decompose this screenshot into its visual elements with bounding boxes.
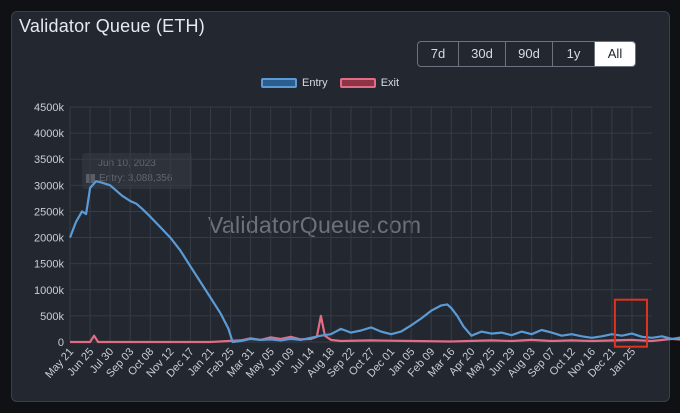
range-90d-button[interactable]: 90d <box>506 42 553 66</box>
y-tick-label: 500k <box>40 311 64 323</box>
tooltip-value-text: Entry: 3,088,356 <box>99 173 173 184</box>
range-1y-button[interactable]: 1y <box>553 42 595 66</box>
legend-exit[interactable]: Exit <box>339 77 400 89</box>
y-tick-label: 3000k <box>34 180 64 192</box>
tooltip-date: Jun 10, 2023 <box>98 158 156 169</box>
series-line-exit <box>70 314 680 344</box>
legend-exit-swatch <box>339 78 376 88</box>
chart-title: Validator Queue (ETH) <box>19 16 205 36</box>
legend-exit-label: Exit <box>380 77 400 89</box>
watermark: ValidatorQueue.com <box>208 212 422 238</box>
chart-card <box>11 11 670 402</box>
y-tick-label: 1000k <box>34 285 64 297</box>
y-tick-label: 4000k <box>34 128 64 140</box>
legend-entry-label: Entry <box>302 77 328 89</box>
legend-entry[interactable]: Entry <box>261 77 328 89</box>
range-selector: 7d 30d 90d 1y All <box>417 41 636 67</box>
y-tick-label: 0 <box>58 337 64 349</box>
y-tick-label: 2000k <box>34 233 64 245</box>
y-tick-label: 4500k <box>34 102 64 114</box>
y-tick-label: 2500k <box>34 206 64 218</box>
series-line-entry <box>68 180 680 344</box>
chart-legend: Entry Exit <box>261 77 399 89</box>
range-7d-button[interactable]: 7d <box>418 42 459 66</box>
legend-entry-swatch <box>261 78 297 88</box>
range-30d-button[interactable]: 30d <box>459 42 506 66</box>
range-all-button[interactable]: All <box>595 42 635 66</box>
highlight-box <box>613 298 648 348</box>
y-tick-label: 3500k <box>34 154 64 166</box>
y-tick-label: 1500k <box>34 259 64 271</box>
